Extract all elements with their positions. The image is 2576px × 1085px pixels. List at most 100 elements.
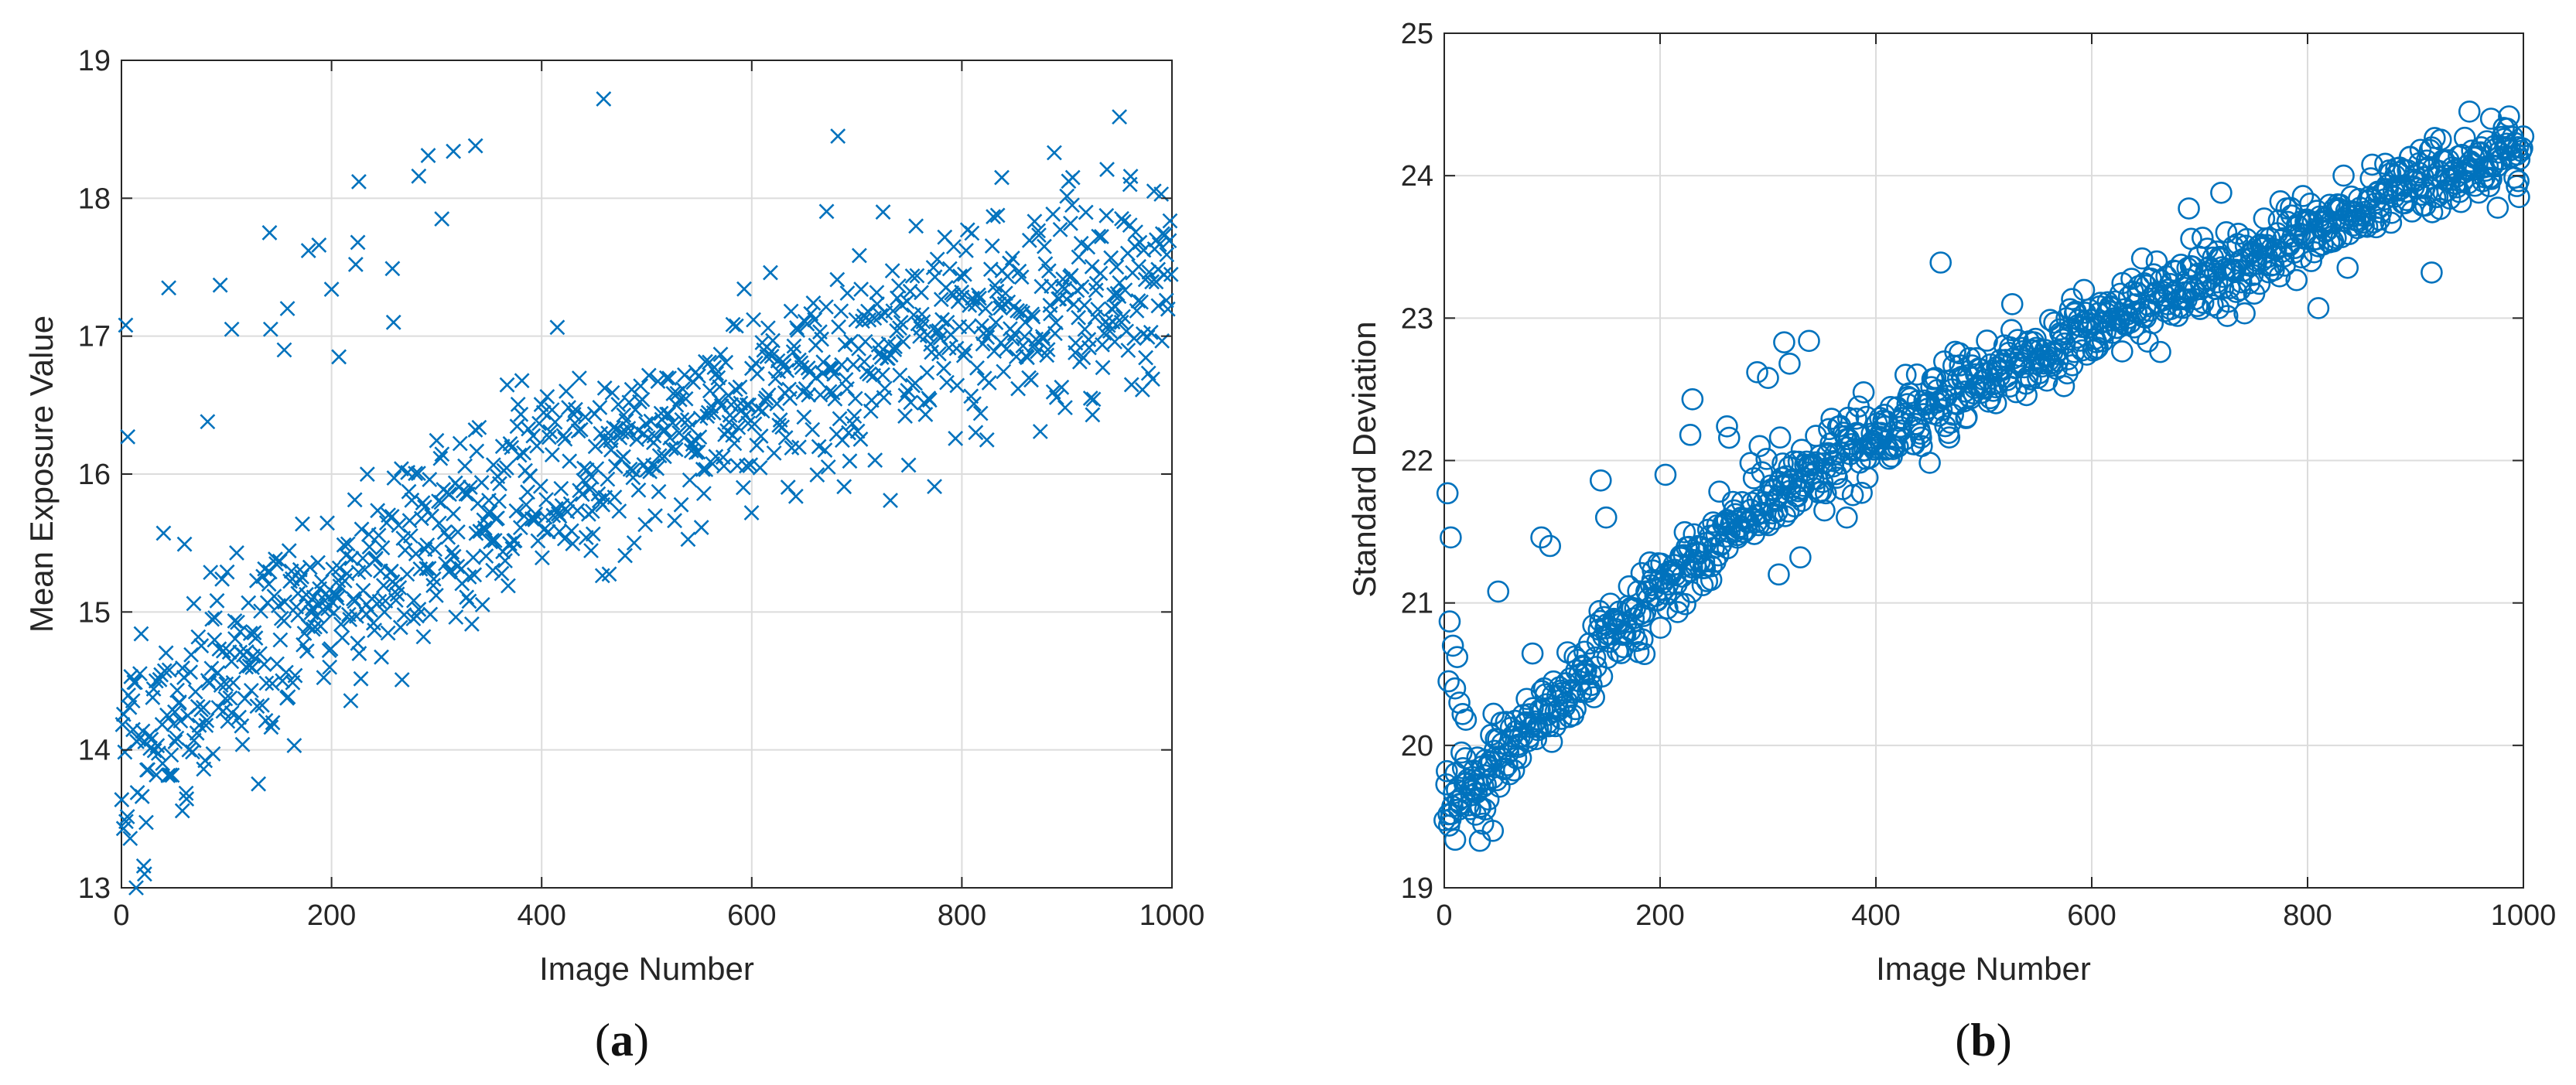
data-point [487, 532, 503, 548]
data-point [513, 406, 529, 422]
data-point [231, 709, 248, 725]
y-tick-label: 13 [78, 872, 111, 905]
data-point [434, 446, 450, 462]
data-point [238, 659, 255, 675]
data-point [446, 143, 462, 159]
data-point [577, 409, 593, 425]
data-point [494, 565, 510, 582]
data-point [1942, 404, 1965, 426]
data-point [345, 591, 361, 607]
data-point [253, 603, 269, 619]
data-point [1498, 763, 1521, 786]
data-point [213, 677, 229, 693]
data-point [458, 486, 474, 502]
data-point [1074, 279, 1090, 295]
data-point [311, 237, 327, 253]
data-point [852, 432, 869, 447]
data-point [520, 484, 535, 500]
data-point [224, 321, 240, 337]
data-point [419, 561, 435, 577]
data-point [1463, 774, 1486, 797]
data-point [899, 293, 915, 309]
data-point [198, 718, 214, 733]
x-tick-label: 0 [113, 899, 129, 932]
data-point [576, 473, 592, 489]
data-point [457, 458, 473, 474]
data-point [839, 285, 856, 302]
data-point [1113, 314, 1129, 330]
data-point [354, 521, 370, 537]
data-point [1019, 350, 1035, 366]
data-point [542, 424, 559, 440]
data-point [1084, 258, 1100, 275]
data-point [1092, 265, 1109, 281]
data-point [1798, 329, 1820, 353]
data-point [1090, 302, 1106, 317]
y-tick-label: 25 [1401, 18, 1433, 50]
data-point [892, 367, 908, 384]
data-point [1622, 607, 1645, 630]
data-point [469, 443, 485, 459]
data-point [287, 667, 303, 684]
data-point [408, 546, 424, 562]
y-tick-label: 22 [1401, 445, 1433, 478]
data-point [808, 370, 824, 386]
data-point [549, 319, 565, 336]
data-point [1035, 331, 1051, 347]
data-point [2216, 305, 2239, 327]
data-point [420, 148, 436, 163]
data-point [890, 278, 907, 294]
data-point [740, 415, 756, 432]
panel-a-y-axis-label: Mean Exposure Value [23, 316, 60, 633]
data-point [367, 623, 383, 638]
data-point [565, 536, 581, 551]
data-point [434, 211, 450, 227]
data-point [760, 320, 776, 336]
data-point [851, 247, 867, 264]
data-point [1716, 415, 1738, 438]
data-point [552, 524, 568, 540]
data-point [161, 280, 177, 296]
data-point [869, 285, 885, 301]
y-tick-label: 14 [78, 735, 111, 767]
data-point [265, 675, 280, 691]
data-point [1063, 215, 1078, 231]
data-point [836, 479, 852, 495]
data-point [805, 295, 822, 311]
data-point [209, 592, 225, 609]
y-tick-label: 19 [1401, 872, 1433, 905]
data-point [606, 420, 622, 436]
data-point [1054, 379, 1070, 395]
data-point [649, 460, 665, 476]
data-point [625, 469, 641, 486]
data-point [227, 631, 243, 647]
data-point [1584, 646, 1607, 669]
data-point [1813, 499, 1836, 522]
data-point [134, 789, 150, 804]
data-point [955, 347, 972, 363]
data-point [634, 391, 651, 408]
data-point [186, 595, 202, 612]
data-point [908, 218, 924, 234]
data-point [525, 428, 542, 444]
data-point [979, 432, 995, 448]
data-point [766, 445, 782, 461]
data-point [183, 664, 199, 681]
data-point [749, 437, 765, 453]
data-point [675, 381, 691, 397]
data-point [2272, 245, 2295, 268]
data-point [315, 602, 331, 618]
data-point [1751, 461, 1774, 483]
data-point [1768, 563, 1790, 586]
data-point [442, 486, 457, 503]
data-point [991, 296, 1007, 312]
data-point [1081, 339, 1097, 356]
data-point [1938, 426, 1961, 449]
data-point [1583, 686, 1605, 708]
data-point [895, 334, 911, 350]
data-point [136, 866, 152, 882]
data-point [465, 549, 481, 565]
data-point [1836, 506, 1858, 529]
data-point [725, 316, 741, 333]
data-point [351, 646, 367, 662]
